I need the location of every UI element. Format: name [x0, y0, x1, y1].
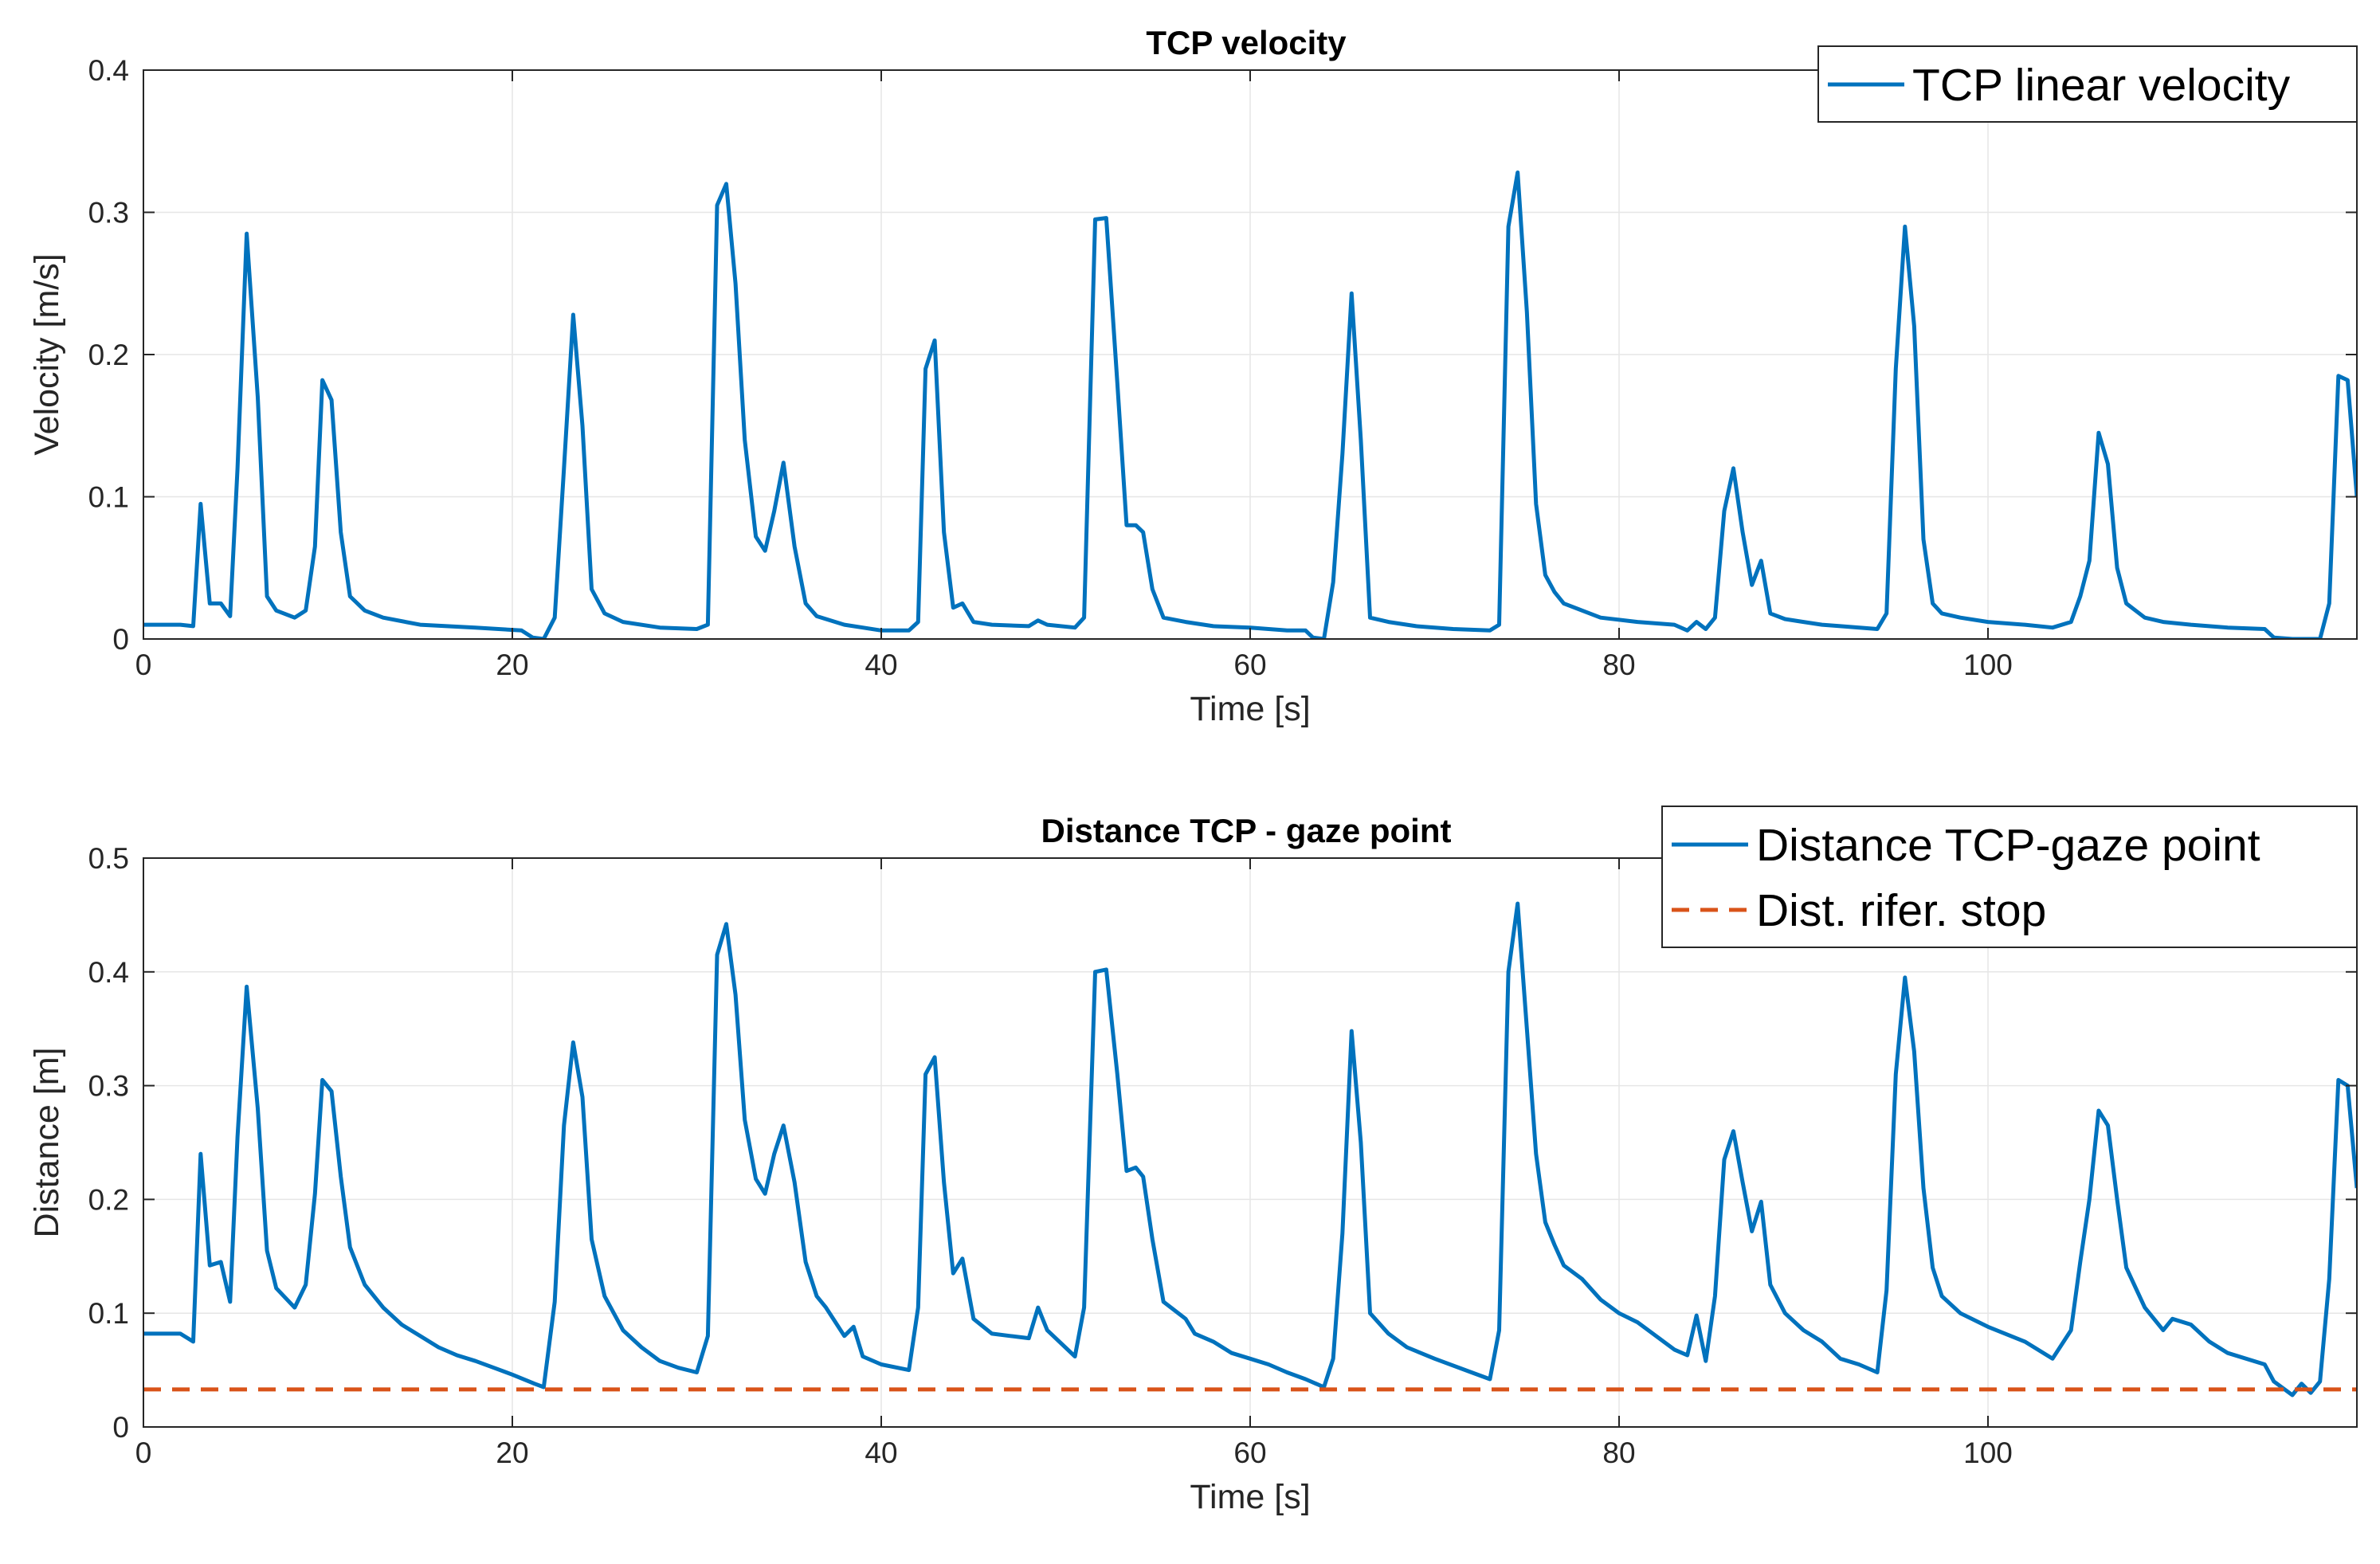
distance-legend-label-distance-tcp-gaze-point: Distance TCP-gaze point	[1756, 820, 2260, 871]
velocity-x-tick-label: 80	[1602, 649, 1635, 681]
velocity-series-tcp-linear-velocity	[143, 171, 2357, 639]
distance-chart-title: Distance TCP - gaze point	[1041, 812, 1452, 849]
distance-chart: 0 20 40 60 80 100 0 0.1 0.2 0.3 0.4 0.5 Time [s] Dist…	[28, 806, 2358, 1516]
distance-y-tick-label: 0.4	[88, 956, 129, 989]
velocity-y-tick-label: 0.1	[88, 481, 129, 514]
velocity-x-tick-label: 100	[1963, 649, 2013, 681]
velocity-chart-title: TCP velocity	[1146, 24, 1347, 61]
velocity-y-axis-label: Velocity [m/s]	[28, 253, 66, 455]
distance-x-tick-label: 40	[865, 1437, 897, 1469]
velocity-legend: TCP linear velocity	[1817, 45, 2358, 123]
distance-legend-label-dist-rifer-stop: Dist. rifer. stop	[1756, 885, 2046, 936]
distance-series-distance-tcp-gaze-point	[143, 901, 2357, 1397]
distance-x-tick-label: 60	[1233, 1437, 1266, 1469]
velocity-legend-label-tcp-linear-velocity: TCP linear velocity	[1912, 60, 2291, 111]
velocity-legend-box	[1817, 45, 2358, 123]
velocity-x-tick-label: 0	[135, 649, 152, 681]
distance-legend-box	[1661, 806, 2358, 948]
distance-x-tick-label: 0	[135, 1437, 152, 1469]
velocity-x-tick-label: 20	[496, 649, 528, 681]
distance-x-tick-label: 100	[1963, 1437, 2013, 1469]
velocity-chart: 0 20 40 60 80 100 0 0.1 0.2 0.3 0.4 Time [s] Velocit…	[28, 24, 2358, 728]
distance-x-tick-label: 80	[1602, 1437, 1635, 1469]
velocity-x-tick-label: 60	[1233, 649, 1266, 681]
distance-y-tick-label: 0	[112, 1411, 129, 1444]
distance-y-axis-label: Distance [m]	[28, 1048, 66, 1238]
distance-x-tick-label: 20	[496, 1437, 528, 1469]
distance-x-axis-label: Time [s]	[1190, 1478, 1310, 1516]
velocity-y-tick-label: 0.2	[88, 339, 129, 371]
velocity-y-tick-label: 0.3	[88, 197, 129, 229]
velocity-x-tick-label: 40	[865, 649, 897, 681]
velocity-y-tick-label: 0.4	[88, 54, 129, 87]
velocity-x-axis-label: Time [s]	[1190, 690, 1310, 728]
distance-y-tick-label: 0.5	[88, 842, 129, 875]
distance-y-tick-label: 0.3	[88, 1070, 129, 1103]
velocity-y-tick-label: 0	[112, 623, 129, 656]
distance-y-tick-label: 0.2	[88, 1183, 129, 1216]
distance-y-tick-label: 0.1	[88, 1297, 129, 1330]
distance-legend: Distance TCP-gaze point Dist. rifer. stop	[1661, 806, 2358, 948]
